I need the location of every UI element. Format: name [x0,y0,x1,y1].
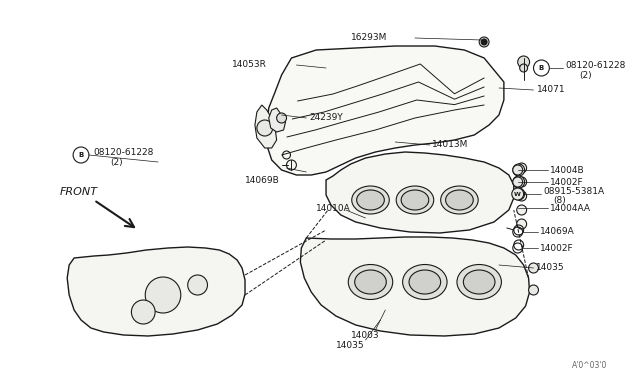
Polygon shape [267,46,504,175]
Text: 14069A: 14069A [540,227,575,235]
Text: 08120-61228: 08120-61228 [565,61,625,70]
Circle shape [481,39,487,45]
Ellipse shape [445,190,473,210]
Polygon shape [255,105,276,148]
Circle shape [529,263,538,273]
Circle shape [529,285,538,295]
Ellipse shape [463,270,495,294]
Circle shape [516,177,527,187]
Circle shape [516,219,527,229]
Circle shape [516,205,527,215]
Circle shape [513,188,525,200]
Circle shape [518,56,529,68]
Circle shape [513,164,525,176]
Circle shape [276,113,287,123]
Text: 14071: 14071 [536,84,565,93]
Text: B: B [539,65,544,71]
Text: 14053R: 14053R [232,60,267,68]
Text: 14002F: 14002F [550,177,584,186]
Circle shape [145,277,181,313]
Circle shape [257,120,273,136]
Text: 14010A: 14010A [316,203,351,212]
Text: 16293M: 16293M [351,32,387,42]
Text: 14035: 14035 [336,340,365,350]
Text: 08915-5381A: 08915-5381A [543,186,605,196]
Text: 24239Y: 24239Y [309,112,343,122]
Polygon shape [67,247,245,336]
Text: 14013M: 14013M [432,140,468,148]
Text: 08120-61228: 08120-61228 [94,148,154,157]
Text: 14069B: 14069B [245,176,280,185]
Circle shape [188,275,207,295]
Text: 14004B: 14004B [550,166,585,174]
Text: 14004AA: 14004AA [550,203,591,212]
Text: 14002F: 14002F [540,244,574,253]
Ellipse shape [348,264,393,299]
Text: 14035: 14035 [536,263,564,272]
Circle shape [513,176,525,188]
Text: 14003: 14003 [351,331,380,340]
Circle shape [513,165,523,175]
Polygon shape [326,152,514,233]
Ellipse shape [396,186,434,214]
Text: B: B [78,152,84,158]
Circle shape [512,188,524,200]
Circle shape [513,177,523,187]
Ellipse shape [355,270,387,294]
Text: (8): (8) [554,196,566,205]
Circle shape [131,300,155,324]
Ellipse shape [441,186,478,214]
Text: (2): (2) [579,71,591,80]
Text: FRONT: FRONT [60,187,97,197]
Text: W: W [515,192,521,196]
Circle shape [520,64,527,72]
Text: A'0^03'0: A'0^03'0 [572,360,607,369]
Text: (2): (2) [111,157,124,167]
Ellipse shape [457,264,501,299]
Ellipse shape [401,190,429,210]
Polygon shape [269,108,285,132]
Ellipse shape [403,264,447,299]
Ellipse shape [356,190,385,210]
Ellipse shape [409,270,441,294]
Circle shape [516,163,527,173]
Circle shape [479,37,489,47]
Circle shape [516,191,527,201]
Ellipse shape [352,186,389,214]
Polygon shape [300,237,529,336]
